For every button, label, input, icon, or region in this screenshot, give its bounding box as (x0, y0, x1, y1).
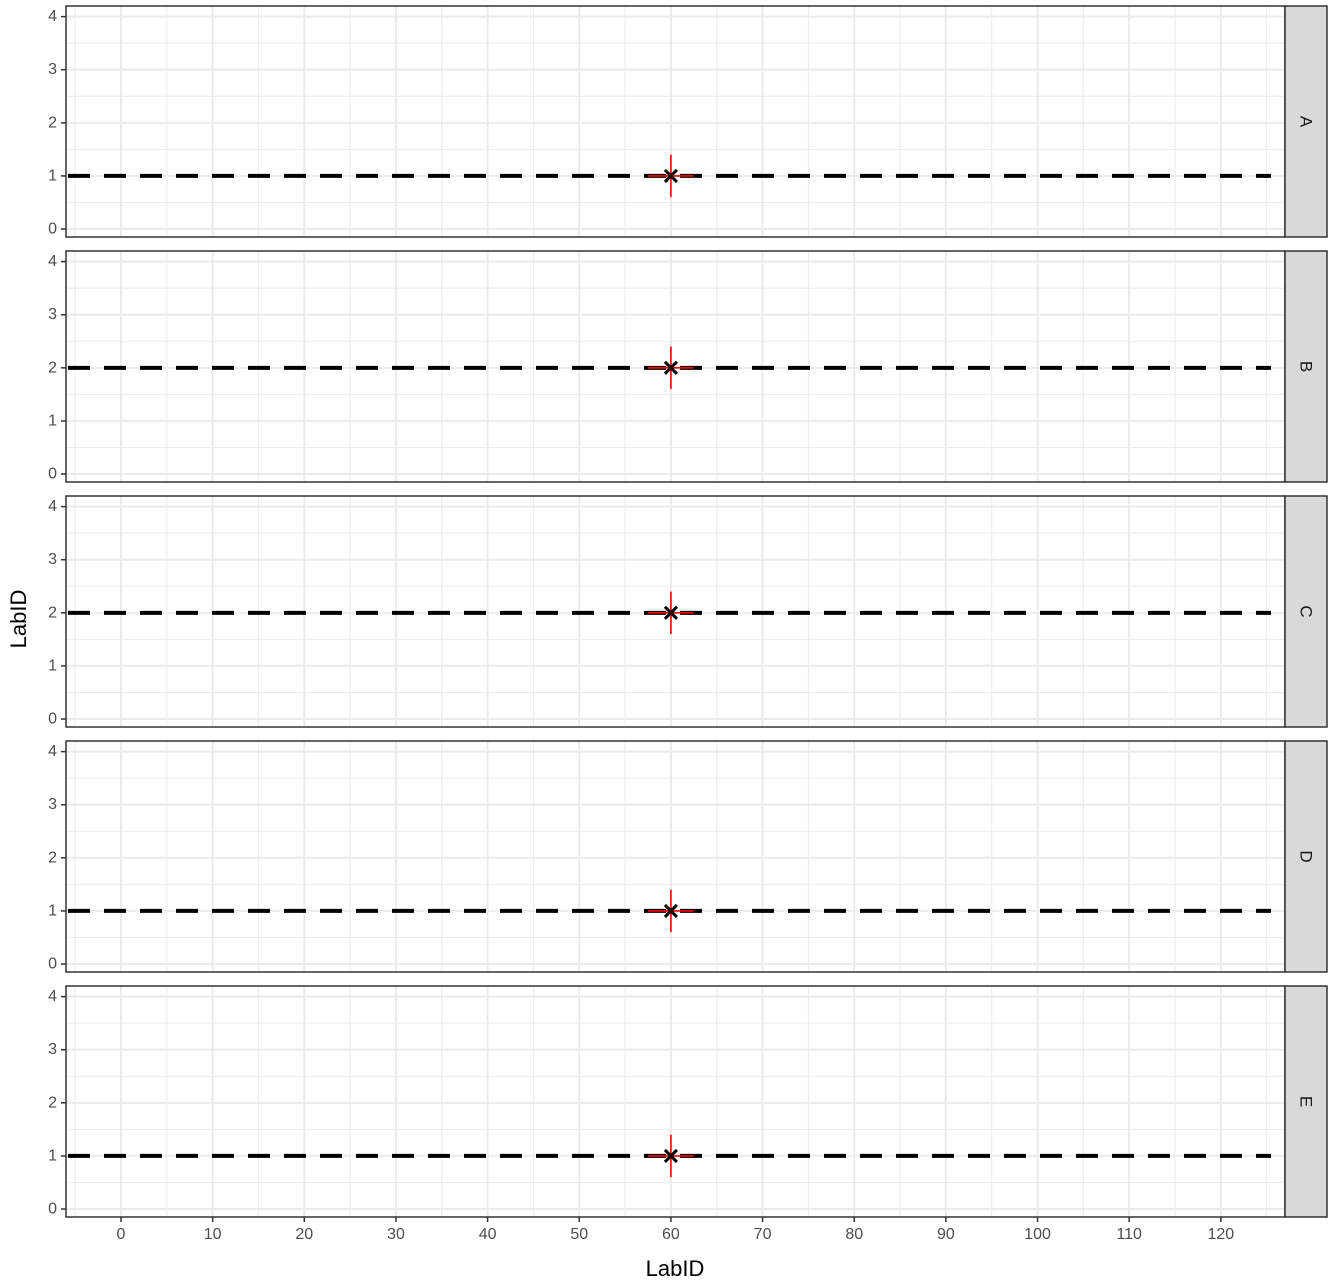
y-tick-label: 1 (48, 167, 57, 184)
facet-strip (1284, 250, 1328, 483)
y-tick-label: 1 (48, 412, 57, 429)
x-tick-label: 20 (295, 1226, 313, 1243)
data-point (663, 903, 678, 918)
y-tick-label: 2 (48, 359, 57, 376)
facet-strip (1284, 5, 1328, 238)
facet-strip-label: A (1297, 116, 1316, 128)
x-tick-label: 50 (570, 1226, 588, 1243)
panel-background (66, 6, 1285, 237)
data-point (663, 1148, 678, 1163)
facet-panels: A 0 1 2 3 4 B 0 1 2 3 4 C 0 1 2 3 4 D 0 1 2 3 4 E 0 1 2 3 4 (48, 5, 1328, 1218)
facet-panel-D: D 0 1 2 3 4 (48, 740, 1328, 973)
x-tick-label: 30 (387, 1226, 405, 1243)
y-tick-label: 3 (48, 551, 57, 568)
y-tick-label: 1 (48, 902, 57, 919)
y-tick-label: 0 (48, 221, 57, 238)
x-tick-label: 90 (937, 1226, 955, 1243)
x-tick-label: 0 (117, 1226, 126, 1243)
facet-strip-label: D (1297, 850, 1316, 862)
y-tick-label: 2 (48, 1094, 57, 1111)
data-point (663, 605, 678, 620)
y-tick-label: 2 (48, 604, 57, 621)
y-axis-title: LabID (6, 590, 31, 649)
facet-strip (1284, 495, 1328, 728)
x-axis: 0 10 20 30 40 50 60 70 80 90 100 110 120 (117, 1217, 1234, 1243)
y-tick-label: 4 (48, 743, 57, 760)
facet-panel-A: A 0 1 2 3 4 (48, 5, 1328, 238)
x-tick-label: 100 (1024, 1226, 1051, 1243)
y-tick-label: 3 (48, 61, 57, 78)
y-tick-label: 2 (48, 114, 57, 131)
y-tick-label: 1 (48, 657, 57, 674)
facet-strip (1284, 740, 1328, 973)
facet-strip-label: B (1297, 361, 1316, 372)
y-tick-label: 0 (48, 1201, 57, 1218)
x-tick-label: 120 (1207, 1226, 1234, 1243)
y-tick-label: 0 (48, 956, 57, 973)
y-tick-label: 3 (48, 1041, 57, 1058)
data-point (663, 360, 678, 375)
facet-panel-B: B 0 1 2 3 4 (48, 250, 1328, 483)
x-axis-title: LabID (646, 1256, 705, 1281)
facet-strip (1284, 985, 1328, 1218)
panel-background (66, 741, 1285, 972)
y-tick-label: 4 (48, 253, 57, 270)
y-tick-label: 0 (48, 466, 57, 483)
y-tick-label: 4 (48, 498, 57, 515)
facet-strip-label: E (1297, 1096, 1316, 1107)
x-tick-label: 110 (1116, 1226, 1142, 1243)
facet-panel-C: C 0 1 2 3 4 (48, 495, 1328, 728)
y-tick-label: 3 (48, 796, 57, 813)
data-point (663, 168, 678, 183)
x-tick-label: 60 (662, 1226, 680, 1243)
y-tick-label: 1 (48, 1147, 57, 1164)
y-tick-label: 2 (48, 849, 57, 866)
y-tick-label: 3 (48, 306, 57, 323)
x-tick-label: 70 (754, 1226, 772, 1243)
y-tick-label: 4 (48, 8, 57, 25)
panel-background (66, 986, 1285, 1217)
y-tick-label: 0 (48, 711, 57, 728)
facet-panel-E: E 0 1 2 3 4 (48, 985, 1328, 1218)
y-tick-label: 4 (48, 988, 57, 1005)
x-tick-label: 10 (204, 1226, 222, 1243)
x-tick-label: 40 (479, 1226, 497, 1243)
facet-strip-label: C (1297, 605, 1316, 617)
x-tick-label: 80 (845, 1226, 863, 1243)
